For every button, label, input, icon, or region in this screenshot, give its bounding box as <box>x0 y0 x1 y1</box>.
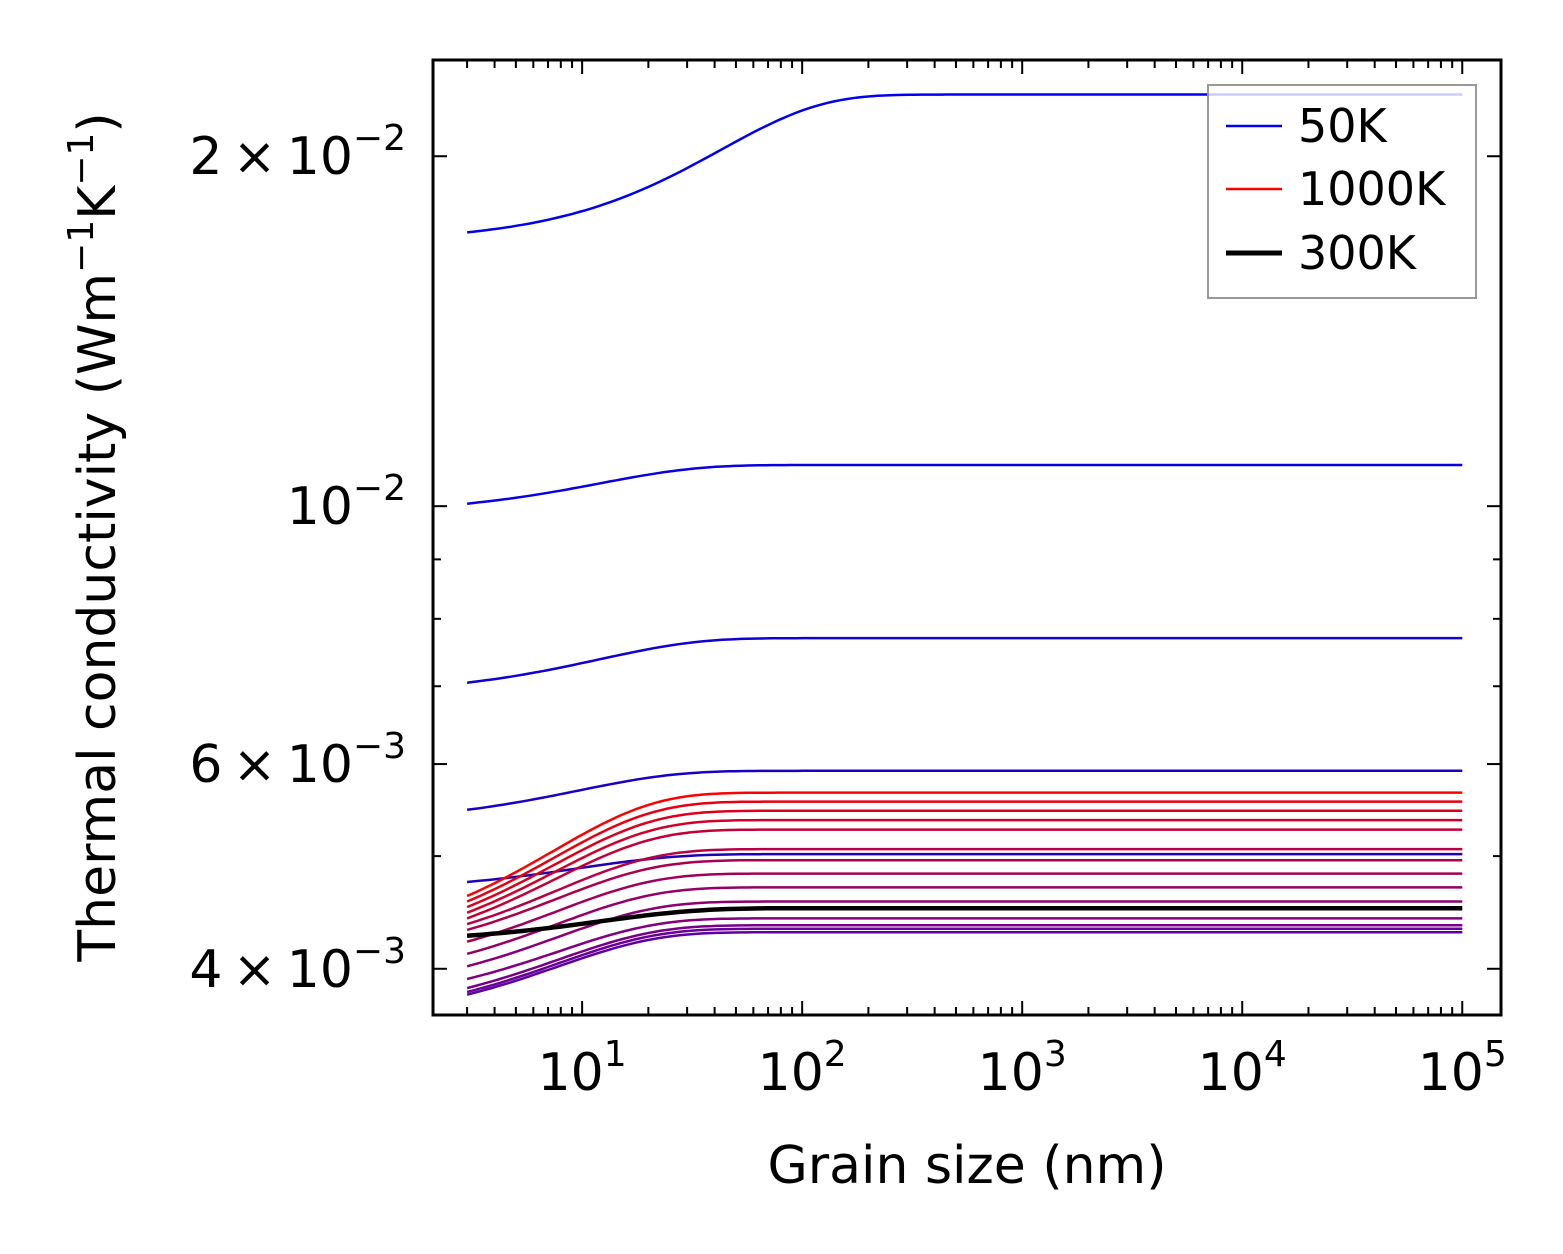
series-line-550k <box>466 900 1463 968</box>
series-line-750k <box>466 847 1463 926</box>
y-tick-label: 4 × 10−3 <box>189 931 406 1000</box>
series-line-650k <box>466 872 1463 943</box>
series-line-950k <box>466 800 1463 903</box>
y-ticks: 4 × 10−3 6 × 10−3 10−2 2 × 10−2 <box>189 118 1501 1000</box>
y-tick-label: 6 × 10−3 <box>189 726 406 795</box>
series-line-1000k <box>466 791 1463 898</box>
series-line-400k <box>466 927 1463 994</box>
x-tick-label: 105 <box>1418 1034 1507 1103</box>
series-line-250k <box>466 852 1463 884</box>
series-line-100k <box>466 463 1463 505</box>
x-tick-label: 101 <box>538 1034 627 1103</box>
y-tick-label: 10−2 <box>287 468 406 537</box>
legend-frame <box>1207 84 1477 299</box>
series-line-200k <box>466 769 1463 812</box>
legend-label-1000k: 1000K <box>1298 162 1447 216</box>
legend: 50K 1000K 300K <box>1207 84 1477 299</box>
series-line-500k <box>466 917 1463 981</box>
plot-frame <box>431 58 1503 1017</box>
series-line-350k <box>466 931 1463 996</box>
x-tick-label: 102 <box>758 1034 847 1103</box>
series-layer <box>466 93 1463 996</box>
series-line-850k <box>466 818 1463 914</box>
x-ticks: 101 102 103 104 105 <box>466 60 1507 1103</box>
series-line-900k <box>466 809 1463 909</box>
series-line-150k <box>466 636 1463 684</box>
x-tick-label: 103 <box>978 1034 1067 1103</box>
series-line-700k <box>466 858 1463 932</box>
series-line-600k <box>466 886 1463 956</box>
y-tick-label: 2 × 10−2 <box>189 118 406 187</box>
x-tick-label: 104 <box>1198 1034 1287 1103</box>
legend-label-300k: 300K <box>1298 226 1418 280</box>
series-line-800k <box>466 828 1463 920</box>
y-axis-label: Thermal conductivity (Wm−1K−1) <box>61 112 128 962</box>
series-line-300k <box>466 905 1463 939</box>
legend-label-50k: 50K <box>1298 99 1389 153</box>
x-axis-label: Grain size (nm) <box>767 1136 1166 1196</box>
series-line-450k <box>466 924 1463 990</box>
